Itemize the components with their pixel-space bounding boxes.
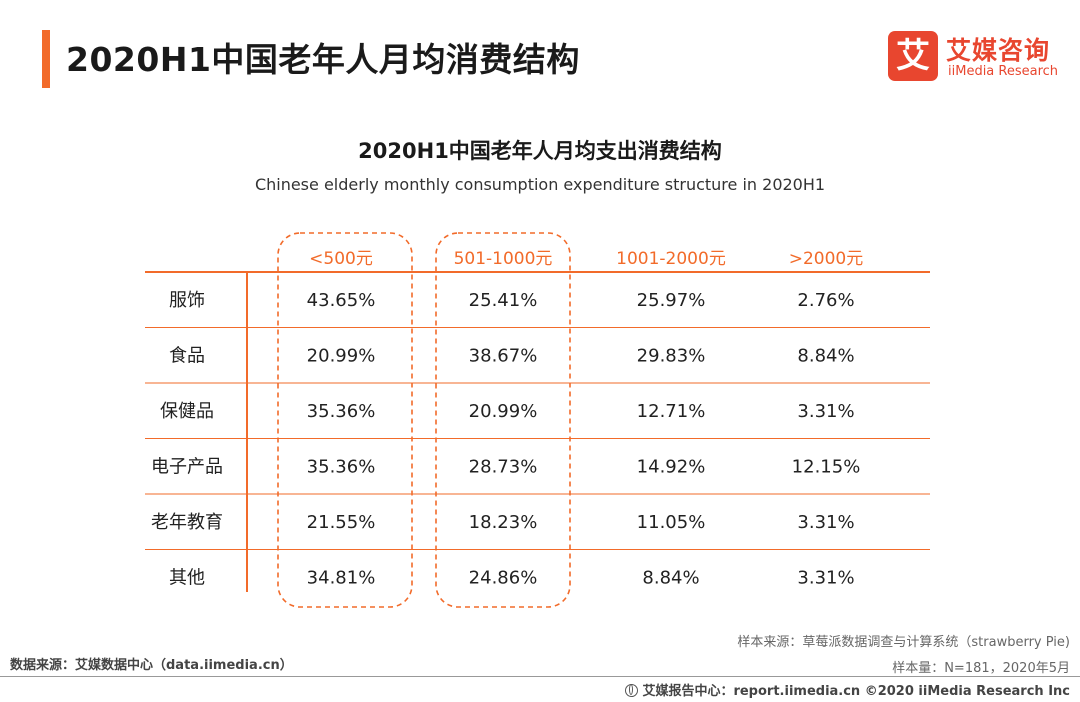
footer[interactable]: 艾媒报告中心：report.iimedia.cn ©2020 iiMedia R…: [625, 680, 1070, 699]
cell-3-2: 14.92%: [637, 456, 706, 477]
row-label-1: 食品: [169, 345, 205, 366]
column-header-2: 1001-2000元: [616, 249, 726, 269]
cell-1-3: 8.84%: [797, 345, 854, 366]
footer-text: 艾媒报告中心：report.iimedia.cn ©2020 iiMedia R…: [642, 684, 1070, 699]
page-title: 2020H1中国老年人月均消费结构: [66, 40, 580, 79]
cell-2-2: 12.71%: [637, 401, 706, 422]
cell-2-1: 20.99%: [469, 401, 538, 422]
cell-5-3: 3.31%: [797, 567, 854, 588]
row-label-0: 服饰: [169, 290, 205, 311]
row-label-5: 其他: [169, 567, 205, 588]
logo-cn-text: 艾媒咨询: [946, 36, 1051, 65]
cell-3-3: 12.15%: [792, 456, 861, 477]
column-header-0: <500元: [309, 249, 373, 269]
iimedia-logo[interactable]: 艾 艾媒咨询 iiMedia Research: [888, 31, 1068, 83]
cell-5-2: 8.84%: [642, 567, 699, 588]
cell-3-0: 35.36%: [307, 456, 376, 477]
cell-4-2: 11.05%: [637, 512, 706, 533]
cell-0-2: 25.97%: [637, 290, 706, 311]
cell-5-1: 24.86%: [469, 567, 538, 588]
data-source: 数据来源：艾媒数据中心（data.iimedia.cn）: [10, 658, 293, 673]
cell-0-1: 25.41%: [469, 290, 538, 311]
cell-2-3: 3.31%: [797, 401, 854, 422]
column-header-1: 501-1000元: [454, 249, 553, 269]
cell-4-1: 18.23%: [469, 512, 538, 533]
chart-subtitle: Chinese elderly monthly consumption expe…: [254, 175, 826, 194]
cell-1-2: 29.83%: [637, 345, 706, 366]
column-header-3: >2000元: [789, 249, 864, 269]
cell-4-0: 21.55%: [307, 512, 376, 533]
title-accent-bar: [42, 30, 50, 88]
cell-0-3: 2.76%: [797, 290, 854, 311]
row-label-3: 电子产品: [151, 456, 223, 477]
row-label-4: 老年教育: [151, 512, 223, 533]
sample-size: 样本量：N=181，2020年5月: [892, 661, 1070, 676]
cell-3-1: 28.73%: [469, 456, 538, 477]
highlight-box-1: [435, 232, 571, 608]
highlight-box-0: [277, 232, 413, 608]
cell-2-0: 35.36%: [307, 401, 376, 422]
cell-1-1: 38.67%: [469, 345, 538, 366]
cell-0-0: 43.65%: [307, 290, 376, 311]
sample-source: 样本来源：草莓派数据调查与计算系统（strawberry Pie): [737, 635, 1070, 650]
chart-title: 2020H1中国老年人月均支出消费结构: [358, 139, 722, 163]
globe-icon: [625, 684, 639, 697]
logo-mark-icon: 艾: [888, 31, 938, 81]
row-label-2: 保健品: [160, 401, 214, 422]
cell-4-3: 3.31%: [797, 512, 854, 533]
cell-1-0: 20.99%: [307, 345, 376, 366]
logo-en-text: iiMedia Research: [948, 64, 1059, 79]
cell-5-0: 34.81%: [307, 567, 376, 588]
footer-divider: [0, 676, 1080, 677]
